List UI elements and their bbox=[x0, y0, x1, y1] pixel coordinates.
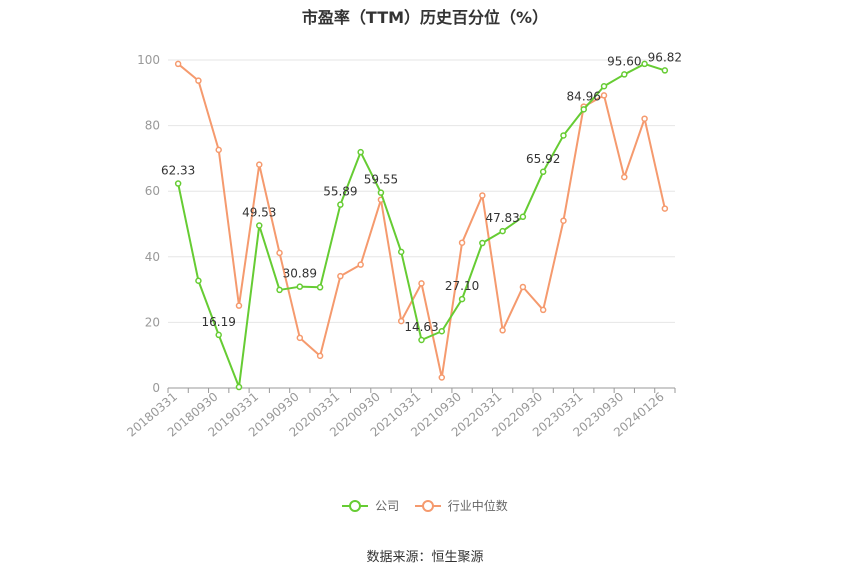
legend-swatch-industry-median bbox=[414, 499, 441, 513]
legend-item-company[interactable]: 公司 bbox=[342, 497, 399, 514]
data-label: 95.60 bbox=[607, 54, 641, 68]
series-layer bbox=[174, 60, 669, 391]
data-point bbox=[256, 222, 263, 229]
data-point bbox=[600, 92, 608, 99]
data-point bbox=[499, 227, 506, 235]
data-point bbox=[580, 106, 587, 113]
data-point bbox=[479, 239, 486, 247]
data-label: 49.53 bbox=[242, 206, 276, 220]
data-point bbox=[256, 161, 263, 168]
data-point bbox=[235, 302, 243, 309]
data-point bbox=[296, 334, 304, 342]
data-point bbox=[499, 327, 506, 334]
data-point bbox=[215, 331, 222, 339]
data-point bbox=[539, 168, 547, 176]
legend-item-industry-median[interactable]: 行业中位数 bbox=[414, 497, 508, 514]
data-point bbox=[357, 261, 364, 268]
data-label: 55.89 bbox=[323, 185, 357, 199]
data-point bbox=[174, 180, 182, 187]
data-point bbox=[539, 306, 547, 314]
data-point bbox=[195, 277, 202, 284]
data-point bbox=[600, 82, 608, 90]
data-point bbox=[458, 295, 466, 303]
data-point bbox=[458, 239, 466, 246]
legend-swatch-company bbox=[342, 499, 369, 513]
data-point bbox=[418, 280, 425, 287]
legend-label-company: 公司 bbox=[375, 499, 400, 513]
data-point bbox=[621, 71, 628, 78]
data-label: 14.63 bbox=[404, 320, 438, 334]
data-point bbox=[357, 148, 364, 156]
y-tick-label: 20 bbox=[145, 315, 160, 329]
data-point bbox=[337, 272, 344, 280]
data-point bbox=[661, 205, 669, 212]
legend: 公司 行业中位数 bbox=[0, 497, 850, 514]
data-label: 27.10 bbox=[445, 279, 479, 293]
data-point bbox=[276, 249, 283, 257]
y-tick-label: 0 bbox=[152, 381, 160, 395]
chart-title: 市盈率（TTM）历史百分位（%） bbox=[301, 8, 549, 27]
data-point bbox=[316, 284, 324, 291]
data-point bbox=[560, 132, 567, 139]
data-point bbox=[397, 248, 405, 256]
source-note: 数据来源：恒生聚源 bbox=[366, 550, 484, 565]
data-label: 59.55 bbox=[364, 173, 398, 187]
data-point bbox=[174, 60, 182, 68]
data-label-layer: 62.33 16.19 49.53 30.89 55.89 59.55 14.63 27.10… bbox=[161, 50, 682, 334]
data-label: 47.83 bbox=[485, 211, 519, 225]
data-point bbox=[215, 146, 222, 154]
data-point bbox=[661, 67, 669, 74]
y-tick-label: 40 bbox=[145, 250, 160, 264]
data-point bbox=[479, 192, 486, 199]
data-point bbox=[418, 336, 425, 344]
data-point bbox=[560, 217, 567, 224]
data-point bbox=[195, 77, 202, 84]
data-point bbox=[337, 201, 344, 208]
y-tick-label: 60 bbox=[145, 184, 160, 198]
data-point bbox=[276, 286, 283, 294]
data-point bbox=[519, 283, 527, 291]
data-point bbox=[438, 374, 446, 381]
data-point bbox=[316, 352, 324, 360]
grid-layer bbox=[168, 59, 675, 323]
data-point bbox=[235, 383, 243, 391]
legend-label-industry-median: 行业中位数 bbox=[447, 499, 508, 513]
data-label: 16.19 bbox=[202, 315, 236, 329]
data-label: 84.96 bbox=[567, 89, 601, 103]
data-point bbox=[641, 60, 648, 68]
data-point bbox=[377, 189, 385, 196]
data-point bbox=[438, 328, 446, 335]
data-label: 96.82 bbox=[648, 50, 682, 64]
y-tick-label: 80 bbox=[145, 119, 160, 133]
data-point bbox=[621, 173, 628, 181]
data-label: 30.89 bbox=[283, 267, 317, 281]
data-label: 62.33 bbox=[161, 164, 195, 178]
y-tick-label: 100 bbox=[137, 53, 160, 67]
data-point bbox=[397, 317, 405, 325]
data-point bbox=[519, 213, 527, 221]
data-label: 65.92 bbox=[526, 152, 560, 166]
data-point bbox=[296, 283, 304, 290]
data-point bbox=[641, 115, 648, 122]
